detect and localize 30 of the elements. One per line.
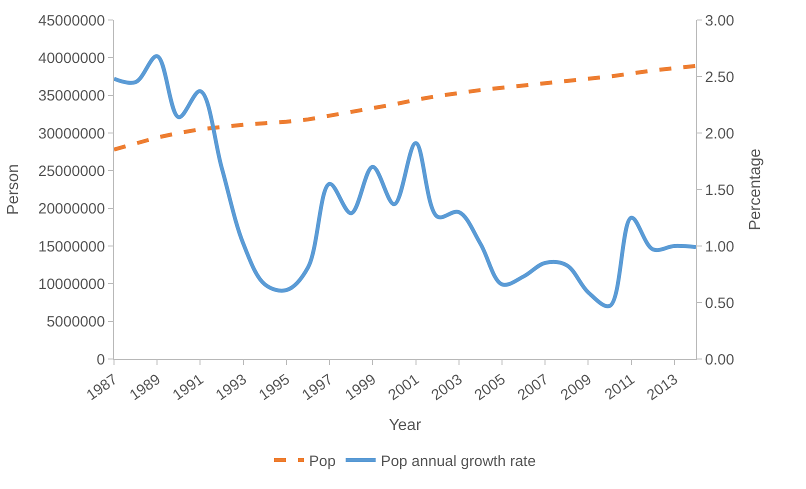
y-tick-label: 45000000: [38, 12, 105, 30]
y2-tick-label: 2.00: [705, 125, 734, 142]
legend-label: Pop: [309, 452, 336, 470]
x-tick-label: 1989: [126, 370, 164, 404]
line-series: [114, 64, 696, 152]
y2-tick-label: 1.50: [705, 182, 734, 199]
y2-tick-label: 2.50: [705, 68, 734, 86]
x-tick-label: 1991: [170, 370, 207, 404]
y-tick-label: 40000000: [38, 50, 105, 67]
y2-tick-label: 1.00: [705, 238, 734, 256]
y2-axis-title: Percentage: [746, 148, 764, 230]
y-tick-label: 15000000: [38, 238, 105, 256]
legend-label: Pop annual growth rate: [380, 452, 536, 470]
y-tick-label: 10000000: [38, 276, 105, 293]
y-tick-label: 5000000: [46, 314, 105, 331]
y-tick-label: 25000000: [38, 162, 105, 180]
y2-tick-label: 3.00: [705, 12, 734, 30]
y-tick-label: 0: [96, 351, 105, 368]
y-tick-label: 35000000: [38, 88, 105, 105]
y-tick-label: 20000000: [38, 200, 105, 218]
y-tick-label: 30000000: [38, 125, 105, 142]
y2-tick-label: 0.50: [705, 294, 734, 312]
x-tick-label: 2011: [602, 370, 638, 404]
x-axis-title: Year: [388, 416, 422, 434]
y-axis-title: Person: [5, 164, 22, 215]
x-tick-label: 2001: [385, 370, 422, 404]
line-series: [114, 54, 696, 308]
x-tick-label: 1993: [212, 370, 250, 404]
y2-tick-label: 0.00: [705, 351, 734, 368]
x-tick-label: 1999: [342, 370, 380, 404]
